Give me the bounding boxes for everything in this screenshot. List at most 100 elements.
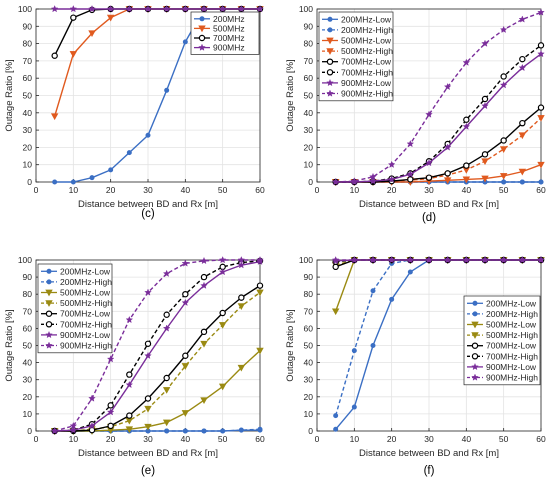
data-point — [125, 426, 134, 434]
data-point — [88, 394, 96, 402]
x-tick-label: 40 — [462, 434, 472, 444]
data-point — [88, 421, 96, 430]
data-point — [499, 146, 508, 153]
data-point — [462, 256, 471, 264]
panel-caption: (e) — [141, 465, 155, 477]
legend-label: 500MHz-Low — [486, 320, 537, 330]
legend-label: 900MHz-High — [341, 89, 393, 99]
legend: 200MHz-Low200MHz-High500MHz-Low500MHz-Hi… — [463, 295, 541, 386]
x-tick-label: 60 — [536, 185, 546, 195]
data-point — [237, 303, 246, 310]
legend-marker — [326, 37, 334, 45]
data-point — [351, 404, 357, 410]
y-tick-label: 60 — [23, 323, 33, 333]
panel-caption: (c) — [141, 208, 155, 220]
legend-marker — [471, 362, 479, 371]
legend-marker — [198, 25, 206, 33]
data-point — [181, 259, 190, 267]
x-tick-label: 20 — [387, 434, 397, 444]
data-point — [162, 419, 171, 427]
x-tick-label: 10 — [350, 185, 360, 195]
data-point — [218, 5, 227, 13]
data-point — [144, 405, 152, 413]
data-point — [369, 172, 377, 180]
x-axis-label: Distance between BD and Rx [m] — [359, 448, 499, 459]
data-point — [518, 132, 527, 140]
data-point — [481, 101, 489, 110]
legend-label: 700MHz-High — [60, 319, 112, 329]
legend-label: 900MHz-Low — [341, 78, 392, 88]
data-point — [499, 173, 508, 180]
data-point — [237, 5, 246, 13]
data-point — [181, 298, 190, 306]
series-900MHz-Low — [331, 50, 545, 186]
data-point — [181, 363, 190, 370]
data-point — [462, 58, 471, 66]
y-tick-label: 80 — [304, 289, 314, 299]
data-point — [106, 5, 115, 13]
y-tick-label: 10 — [23, 409, 33, 419]
data-point — [538, 179, 544, 185]
legend-label: 700MHz-Low — [486, 341, 537, 351]
data-point — [144, 5, 152, 13]
x-tick-label: 60 — [255, 185, 265, 195]
data-point — [126, 150, 132, 156]
y-tick-label: 70 — [23, 306, 33, 316]
x-tick-label: 50 — [499, 434, 509, 444]
legend: 200MHz-Low200MHz-High500MHz-Low500MHz-Hi… — [37, 263, 113, 354]
chart-panel-e: 0 10 20 30 40 50 60 0 10 20 30 40 50 60 70 80 90 100 Dista… — [4, 255, 265, 477]
y-axis-label: Outage Ratio [%] — [4, 59, 15, 131]
legend-marker — [327, 16, 333, 22]
data-point — [350, 256, 359, 264]
legend-marker — [472, 311, 478, 317]
legend-label: 900MHz-High — [60, 341, 112, 351]
data-point — [89, 175, 95, 181]
data-point — [50, 427, 59, 435]
legend-marker — [471, 373, 479, 381]
data-point — [256, 256, 264, 264]
legend-marker — [327, 27, 333, 33]
y-tick-label: 100 — [299, 4, 313, 14]
y-tick-label: 60 — [23, 73, 33, 83]
y-tick-label: 30 — [304, 375, 314, 385]
legend-box — [318, 11, 394, 102]
data-point — [52, 179, 58, 185]
legend-marker — [46, 268, 52, 274]
y-tick-label: 50 — [304, 91, 314, 101]
y-tick-label: 40 — [304, 108, 314, 118]
data-point — [51, 52, 58, 59]
data-point — [537, 161, 545, 169]
data-point — [519, 179, 525, 185]
data-point — [463, 116, 470, 123]
x-tick-label: 50 — [499, 185, 509, 195]
data-point — [387, 175, 396, 183]
data-point — [256, 289, 264, 297]
legend-marker — [46, 279, 52, 285]
legend-label: 700MHz-Low — [341, 57, 392, 67]
y-tick-label: 30 — [304, 125, 314, 135]
data-point — [481, 175, 489, 183]
y-tick-label: 0 — [308, 426, 313, 436]
legend-label: 700MHz-High — [486, 351, 538, 361]
y-tick-label: 0 — [27, 426, 32, 436]
data-point — [519, 55, 526, 63]
data-point — [256, 5, 264, 13]
y-tick-label: 40 — [23, 358, 33, 368]
data-point — [237, 364, 246, 372]
y-tick-label: 20 — [23, 392, 33, 402]
data-point — [407, 176, 414, 183]
x-axis-label: Distance between BD and Rx [m] — [359, 199, 499, 210]
legend-marker — [45, 330, 53, 339]
legend-marker — [472, 300, 478, 306]
x-tick-label: 10 — [69, 434, 79, 444]
y-tick-label: 10 — [23, 160, 33, 170]
data-point — [518, 168, 527, 176]
data-point — [218, 256, 227, 264]
series-700MHz-Low — [51, 282, 264, 435]
legend-label: 200MHz-Low — [60, 266, 111, 276]
legend-marker — [45, 341, 53, 349]
data-point — [163, 311, 170, 318]
legend-label: 700MHz-Low — [60, 309, 111, 319]
x-tick-label: 50 — [218, 434, 228, 444]
legend-marker — [326, 48, 334, 55]
